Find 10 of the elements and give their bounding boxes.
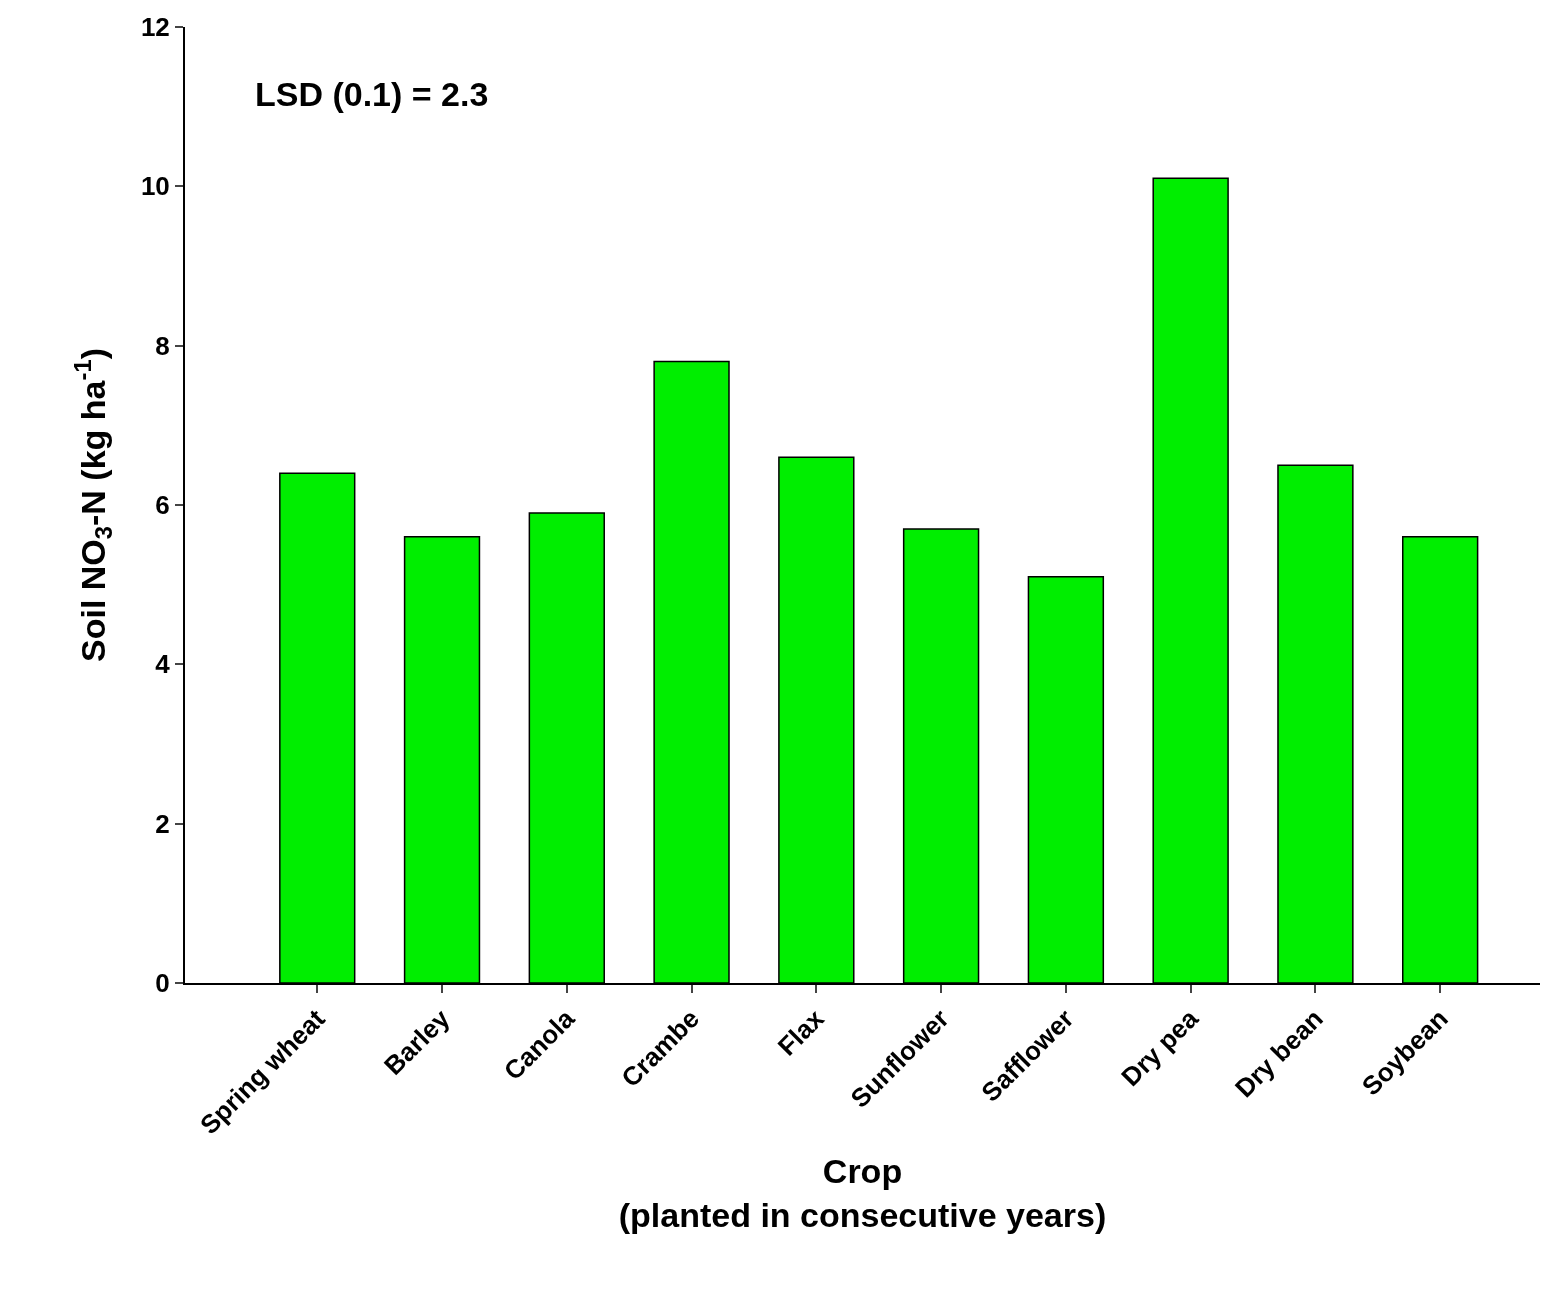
annotation: LSD (0.1) = 2.3 xyxy=(255,75,489,113)
y-tick-label: 0 xyxy=(155,968,170,999)
x-axis-title: Crop (planted in consecutive years) xyxy=(618,1151,1107,1235)
y-tick-label: 4 xyxy=(155,649,171,680)
y-tick-label: 10 xyxy=(140,171,170,202)
y-tick-label: 2 xyxy=(155,808,170,839)
y-tick-label: 12 xyxy=(140,12,170,43)
y-tick-label: 6 xyxy=(155,490,170,521)
y-tick-label: 8 xyxy=(155,330,170,361)
x-tick-label: Dry pea xyxy=(1115,1003,1205,1093)
